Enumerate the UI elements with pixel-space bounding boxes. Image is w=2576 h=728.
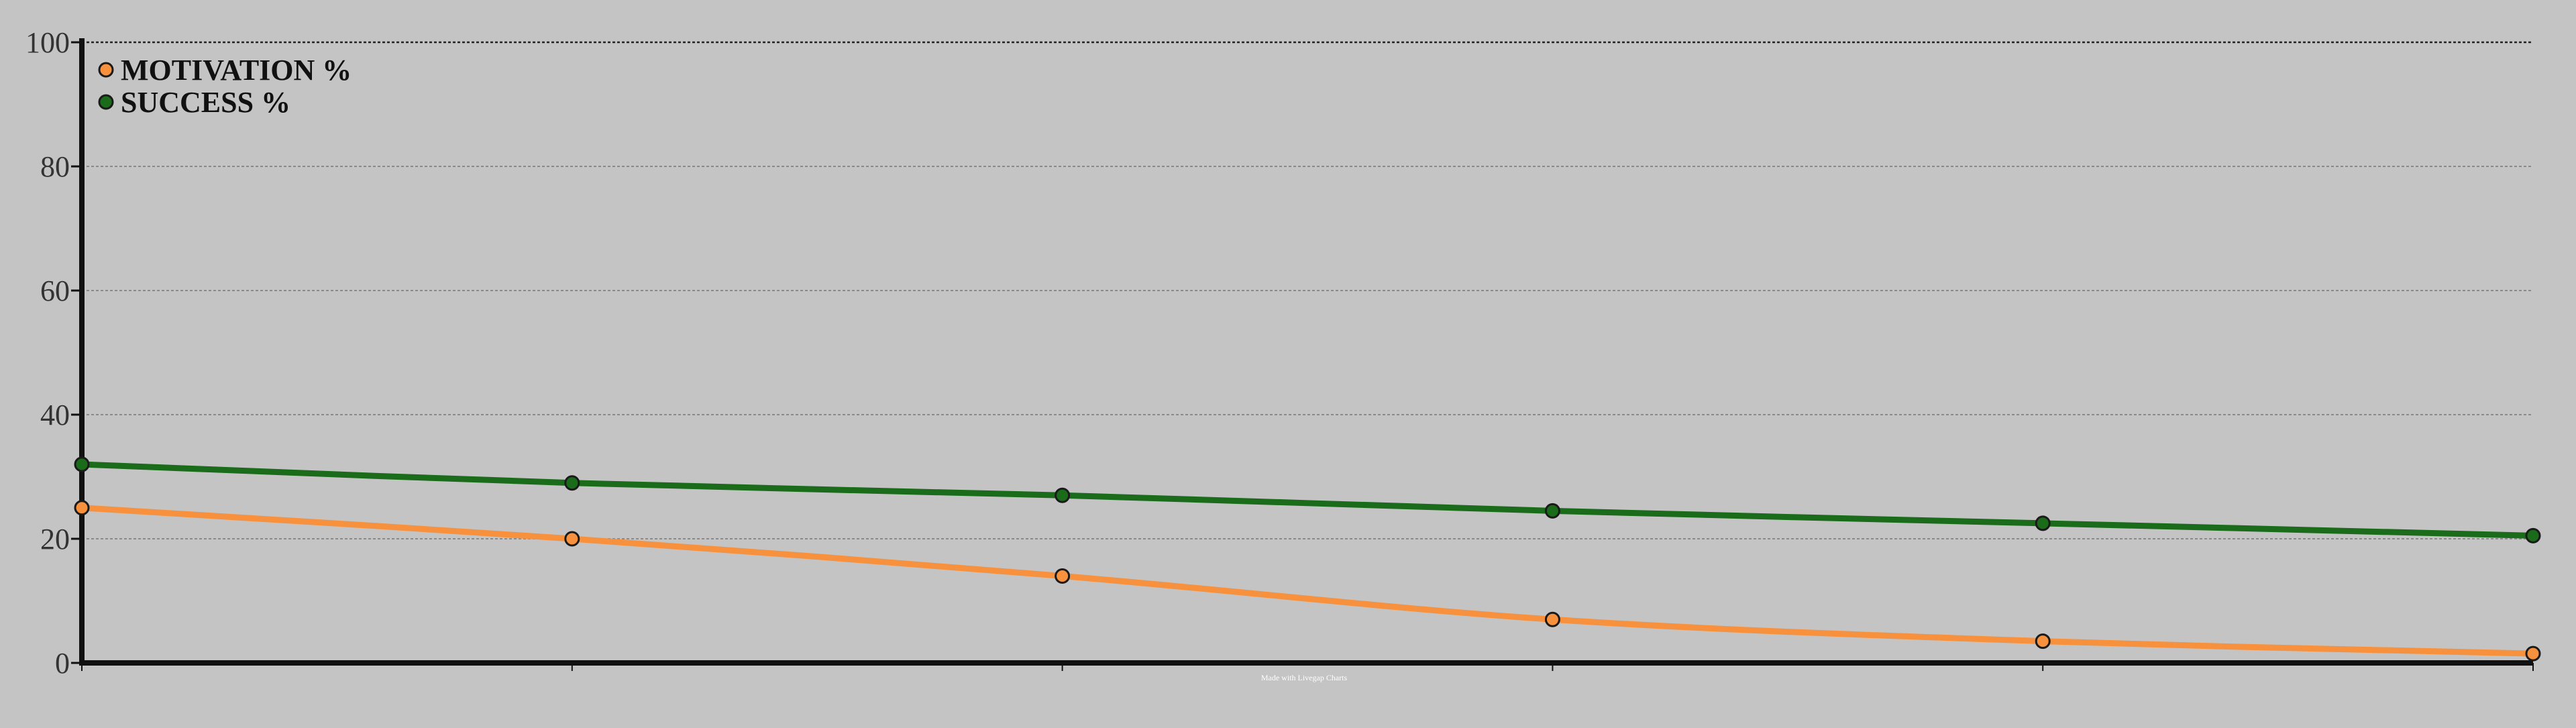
data-point-success [2525, 527, 2541, 543]
y-tick-label: 60 [40, 274, 70, 307]
data-points [74, 456, 2541, 662]
legend: MOTIVATION %SUCCESS % [98, 54, 352, 119]
y-tick-label: 80 [40, 150, 70, 183]
data-point-success [1055, 487, 1071, 503]
data-point-motivation [2525, 645, 2541, 662]
data-point-motivation [2035, 633, 2051, 649]
series-lines [78, 461, 2536, 657]
legend-marker-motivation [98, 62, 114, 78]
y-tick-label: 100 [25, 26, 70, 59]
grid-lines [82, 41, 2533, 539]
axes: 0 20 40 60 80 100 [25, 26, 2534, 680]
data-point-success [2035, 515, 2051, 531]
legend-label-success: SUCCESS % [121, 86, 290, 119]
legend-label-motivation: MOTIVATION % [121, 54, 352, 87]
legend-marker-success [98, 94, 114, 110]
series-line-success [78, 461, 2536, 539]
data-point-motivation [1544, 611, 1560, 627]
data-point-success [564, 475, 580, 491]
data-point-success [74, 456, 90, 472]
data-point-success [1544, 503, 1560, 519]
series-line-motivation [78, 505, 2536, 657]
watermark-text: Made with Livegap Charts [1261, 673, 1348, 682]
data-point-motivation [1055, 568, 1071, 584]
data-point-motivation [74, 500, 90, 516]
y-tick-label: 40 [40, 399, 70, 431]
y-tick-label: 20 [40, 523, 70, 556]
data-point-motivation [564, 531, 580, 547]
y-tick-label: 0 [55, 647, 70, 680]
